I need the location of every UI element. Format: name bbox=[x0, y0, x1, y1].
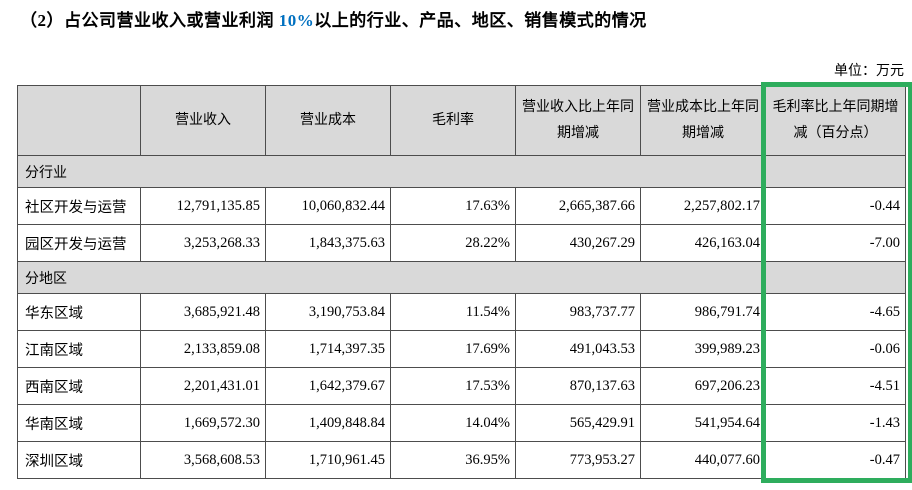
cell-value: 12,791,135.85 bbox=[140, 187, 266, 225]
cell-value: -7.00 bbox=[765, 224, 906, 262]
cell-value: 773,953.27 bbox=[515, 441, 641, 479]
cell-value: 1,710,961.45 bbox=[265, 441, 391, 479]
row-label: 深圳区域 bbox=[17, 441, 141, 479]
cell-value: 983,737.77 bbox=[515, 293, 641, 331]
header-cell-margin-yoy: 毛利率比上年同期增减（百分点） bbox=[765, 85, 906, 156]
cell-value: 10,060,832.44 bbox=[265, 187, 391, 225]
cell-value: -4.51 bbox=[765, 367, 906, 405]
cell-value: 17.63% bbox=[390, 187, 516, 225]
table-header: 营业收入 营业成本 毛利率 营业收入比上年同期增减 营业成本比上年同期增减 毛利… bbox=[17, 85, 906, 156]
header-cell-cost: 营业成本 bbox=[265, 85, 391, 156]
title-highlight-number: 10% bbox=[278, 11, 315, 30]
cell-value: 3,190,753.84 bbox=[265, 293, 391, 331]
table-row: 江南区域 2,133,859.08 1,714,397.35 17.69% 491,04… bbox=[17, 330, 906, 368]
table-row: 华东区域 3,685,921.48 3,190,753.84 11.54% 983,73… bbox=[17, 293, 906, 331]
cell-value: 1,642,379.67 bbox=[265, 367, 391, 405]
section-row: 分行业 bbox=[17, 155, 906, 188]
row-label: 园区开发与运营 bbox=[17, 224, 141, 262]
title-suffix: 以上的行业、产品、地区、销售模式的情况 bbox=[314, 11, 647, 30]
row-label: 华东区域 bbox=[17, 293, 141, 331]
title-prefix: （2）占公司营业收入或营业利润 bbox=[20, 11, 279, 30]
header-row: 营业收入 营业成本 毛利率 营业收入比上年同期增减 营业成本比上年同期增减 毛利… bbox=[17, 85, 906, 156]
row-label: 华南区域 bbox=[17, 404, 141, 442]
cell-value: 1,714,397.35 bbox=[265, 330, 391, 368]
table-row: 社区开发与运营 12,791,135.85 10,060,832.44 17.63% 2… bbox=[17, 187, 906, 225]
section-row: 分地区 bbox=[17, 261, 906, 294]
header-cell-gross-margin: 毛利率 bbox=[390, 85, 516, 156]
cell-value: 440,077.60 bbox=[640, 441, 766, 479]
cell-value: 565,429.91 bbox=[515, 404, 641, 442]
cell-value: -0.44 bbox=[765, 187, 906, 225]
cell-value: 870,137.63 bbox=[515, 367, 641, 405]
row-label: 社区开发与运营 bbox=[17, 187, 141, 225]
cell-value: 3,253,268.33 bbox=[140, 224, 266, 262]
cell-value: 3,685,921.48 bbox=[140, 293, 266, 331]
section-label: 分行业 bbox=[17, 155, 906, 188]
cell-value: -0.06 bbox=[765, 330, 906, 368]
cell-value: 697,206.23 bbox=[640, 367, 766, 405]
table-body: 分行业 社区开发与运营 12,791,135.85 10,060,832.44 17.6… bbox=[17, 155, 906, 479]
cell-value: -1.43 bbox=[765, 404, 906, 442]
table-row: 华南区域 1,669,572.30 1,409,848.84 14.04% 565,42… bbox=[17, 404, 906, 442]
header-cell-cost-yoy: 营业成本比上年同期增减 bbox=[640, 85, 766, 156]
cell-value: 986,791.74 bbox=[640, 293, 766, 331]
header-cell-revenue: 营业收入 bbox=[140, 85, 266, 156]
cell-value: 541,954.64 bbox=[640, 404, 766, 442]
cell-value: 2,201,431.01 bbox=[140, 367, 266, 405]
cell-value: 491,043.53 bbox=[515, 330, 641, 368]
cell-value: 2,257,802.17 bbox=[640, 187, 766, 225]
cell-value: 1,669,572.30 bbox=[140, 404, 266, 442]
cell-value: 28.22% bbox=[390, 224, 516, 262]
section-title: （2）占公司营业收入或营业利润 10%以上的行业、产品、地区、销售模式的情况 bbox=[20, 6, 647, 31]
cell-value: 14.04% bbox=[390, 404, 516, 442]
cell-value: 426,163.04 bbox=[640, 224, 766, 262]
cell-value: 430,267.29 bbox=[515, 224, 641, 262]
cell-value: -0.47 bbox=[765, 441, 906, 479]
cell-value: 2,133,859.08 bbox=[140, 330, 266, 368]
cell-value: 17.53% bbox=[390, 367, 516, 405]
financial-table-wrapper: 营业收入 营业成本 毛利率 营业收入比上年同期增减 营业成本比上年同期增减 毛利… bbox=[17, 82, 912, 483]
section-label: 分地区 bbox=[17, 261, 906, 294]
header-cell-revenue-yoy: 营业收入比上年同期增减 bbox=[515, 85, 641, 156]
cell-value: 3,568,608.53 bbox=[140, 441, 266, 479]
header-cell-empty bbox=[17, 85, 141, 156]
row-label: 江南区域 bbox=[17, 330, 141, 368]
cell-value: -4.65 bbox=[765, 293, 906, 331]
cell-value: 1,409,848.84 bbox=[265, 404, 391, 442]
cell-value: 17.69% bbox=[390, 330, 516, 368]
cell-value: 11.54% bbox=[390, 293, 516, 331]
row-label: 西南区域 bbox=[17, 367, 141, 405]
cell-value: 399,989.23 bbox=[640, 330, 766, 368]
table-row: 西南区域 2,201,431.01 1,642,379.67 17.53% 870,13… bbox=[17, 367, 906, 405]
financial-table: 营业收入 营业成本 毛利率 营业收入比上年同期增减 营业成本比上年同期增减 毛利… bbox=[17, 85, 906, 479]
cell-value: 36.95% bbox=[390, 441, 516, 479]
table-row: 园区开发与运营 3,253,268.33 1,843,375.63 28.22% 430… bbox=[17, 224, 906, 262]
unit-label: 单位：万元 bbox=[834, 64, 904, 79]
cell-value: 2,665,387.66 bbox=[515, 187, 641, 225]
cell-value: 1,843,375.63 bbox=[265, 224, 391, 262]
table-row: 深圳区域 3,568,608.53 1,710,961.45 36.95% 773,95… bbox=[17, 441, 906, 479]
